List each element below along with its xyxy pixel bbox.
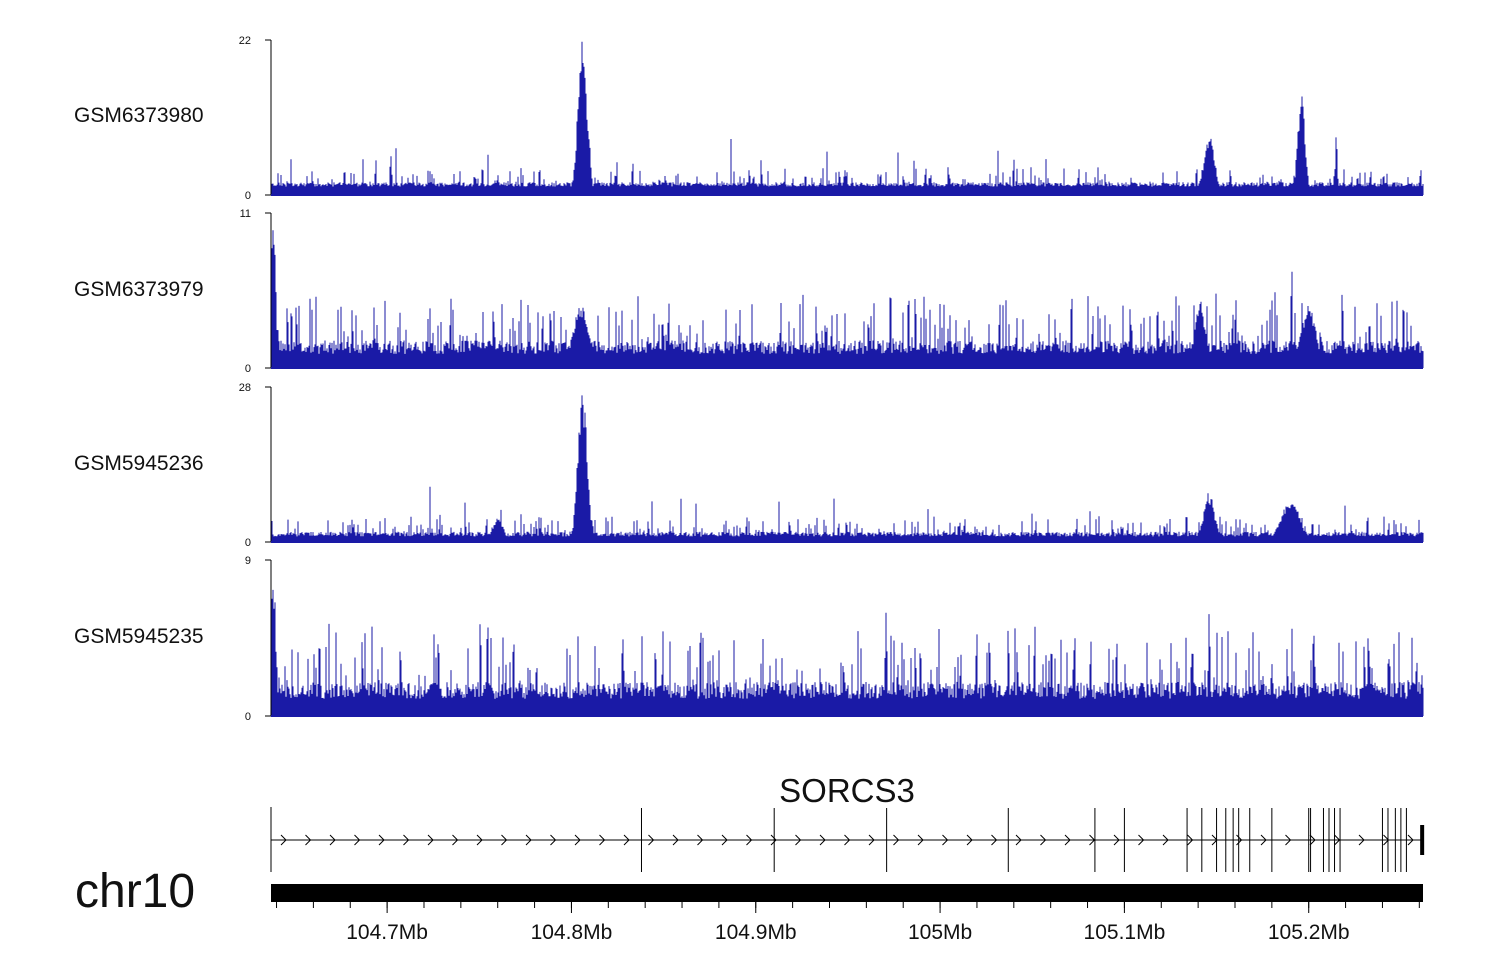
strand-arrow — [1187, 834, 1194, 846]
strand-arrow — [476, 834, 483, 846]
strand-arrow — [1040, 834, 1047, 846]
strand-arrow — [427, 834, 434, 846]
strand-arrow — [378, 834, 385, 846]
strand-arrow — [354, 834, 361, 846]
strand-arrow — [623, 834, 630, 846]
strand-arrow — [966, 834, 973, 846]
x-tick-label-4: 105.1Mb — [1084, 921, 1166, 944]
x-tick-label-2: 104.9Mb — [715, 921, 797, 944]
track-label-2: GSM5945236 — [74, 452, 204, 475]
strand-arrow — [672, 834, 679, 846]
strand-arrow — [991, 834, 998, 846]
y-tick-label-min-3: 0 — [245, 711, 251, 723]
strand-arrow — [1162, 834, 1169, 846]
strand-arrow — [1383, 834, 1390, 846]
strand-arrow — [1334, 834, 1341, 846]
strand-arrow — [795, 834, 802, 846]
strand-arrow — [305, 834, 312, 846]
strand-arrow — [550, 834, 557, 846]
x-tick-label-0: 104.7Mb — [346, 921, 428, 944]
coverage-bars-3 — [271, 589, 1424, 716]
coverage-bars-2 — [271, 395, 1424, 542]
track-label-1: GSM6373979 — [74, 278, 204, 301]
strand-arrow — [721, 834, 728, 846]
y-tick-label-min-1: 0 — [245, 363, 251, 375]
strand-arrow — [893, 834, 900, 846]
strand-arrow — [329, 834, 336, 846]
strand-arrow — [280, 834, 287, 846]
strand-arrow — [525, 834, 532, 846]
y-tick-label-max-2: 28 — [239, 382, 251, 394]
strand-arrow — [868, 834, 875, 846]
strand-arrow — [648, 834, 655, 846]
x-tick-label-1: 104.8Mb — [531, 921, 613, 944]
strand-arrow — [770, 834, 777, 846]
strand-arrow — [1015, 834, 1022, 846]
coverage-bars-1 — [271, 230, 1424, 368]
strand-arrow — [452, 834, 459, 846]
track-label-3: GSM5945235 — [74, 625, 204, 648]
strand-arrow — [819, 834, 826, 846]
strand-arrow — [1407, 834, 1414, 846]
gene-name: SORCS3 — [779, 772, 915, 809]
y-tick-label-max-3: 9 — [245, 555, 251, 567]
y-tick-label-max-1: 11 — [240, 208, 251, 220]
strand-arrow — [1064, 834, 1071, 846]
y-tick-label-max-0: 22 — [239, 35, 251, 47]
strand-arrow — [942, 834, 949, 846]
strand-arrow — [844, 834, 851, 846]
strand-arrow — [1285, 834, 1292, 846]
strand-arrow — [501, 834, 508, 846]
strand-arrow — [403, 834, 410, 846]
chromosome-bar — [271, 884, 1423, 902]
x-tick-label-3: 105Mb — [908, 921, 972, 944]
coverage-bars-0 — [271, 41, 1424, 195]
strand-arrow — [1260, 834, 1267, 846]
strand-arrow — [746, 834, 753, 846]
strand-arrow — [1138, 834, 1145, 846]
strand-arrow — [599, 834, 606, 846]
strand-arrow — [1358, 834, 1365, 846]
strand-arrow — [697, 834, 704, 846]
strand-arrow — [1309, 834, 1316, 846]
y-tick-label-min-0: 0 — [245, 190, 251, 202]
strand-arrow — [917, 834, 924, 846]
chromosome-label: chr10 — [75, 865, 196, 918]
strand-arrow — [1113, 834, 1120, 846]
strand-arrow — [574, 834, 581, 846]
exon-26 — [1420, 825, 1425, 855]
y-tick-label-min-2: 0 — [245, 537, 251, 549]
x-tick-label-5: 105.2Mb — [1268, 921, 1350, 944]
track-label-0: GSM6373980 — [74, 104, 204, 127]
strand-arrow — [1236, 834, 1243, 846]
